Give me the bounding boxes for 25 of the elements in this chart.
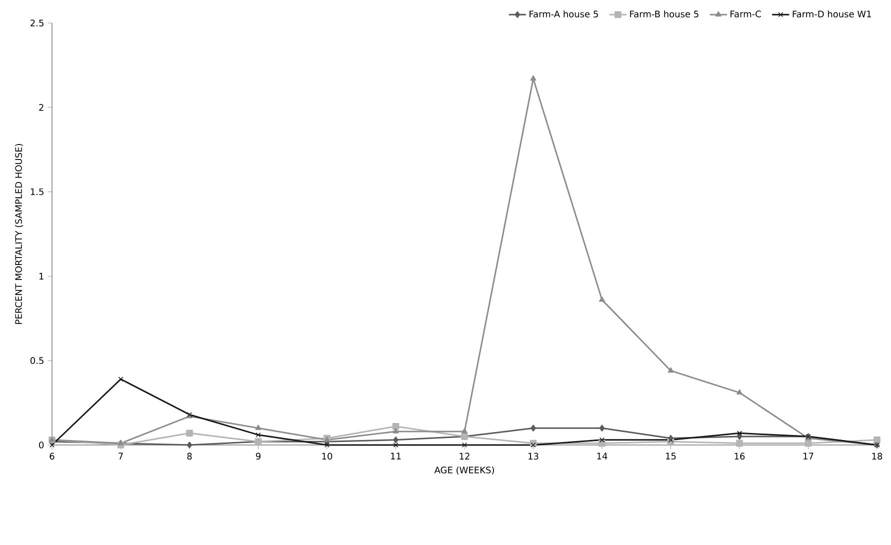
y-tick-label: 0.5 (30, 357, 44, 364)
y-tick-label: 2.5 (30, 20, 44, 26)
legend-label: Farm-A house 5 (530, 10, 598, 18)
legend-label: Farm-D house W1 (792, 10, 871, 18)
x-axis-title: AGE (WEEKS) (434, 466, 494, 474)
x-tick-label: 13 (528, 452, 538, 460)
x-tick-label: 12 (460, 452, 470, 460)
legend-label: Farm-B house 5 (630, 10, 698, 18)
legend-label: Farm-C (730, 10, 761, 18)
x-tick-label: 18 (872, 452, 882, 460)
y-tick-label: 0 (39, 442, 44, 448)
y-tick-label: 2 (39, 104, 44, 111)
x-tick-label: 11 (391, 452, 401, 460)
x-tick-label: 8 (187, 452, 192, 460)
x-tick-label: 10 (322, 452, 332, 460)
x-tick-label: 16 (734, 452, 745, 460)
x-tick-label: 9 (256, 452, 260, 460)
y-axis-title: PERCENT MORTALITY (SAMPLED HOUSE) (15, 144, 24, 324)
x-tick-label: 15 (666, 452, 676, 460)
x-tick-label: 7 (118, 452, 123, 460)
x-tick-label: 17 (804, 452, 814, 460)
y-tick-label: 1.5 (30, 188, 44, 196)
x-tick-label: 14 (597, 452, 608, 460)
y-tick-label: 1 (39, 272, 44, 280)
x-tick-label: 6 (50, 452, 54, 460)
